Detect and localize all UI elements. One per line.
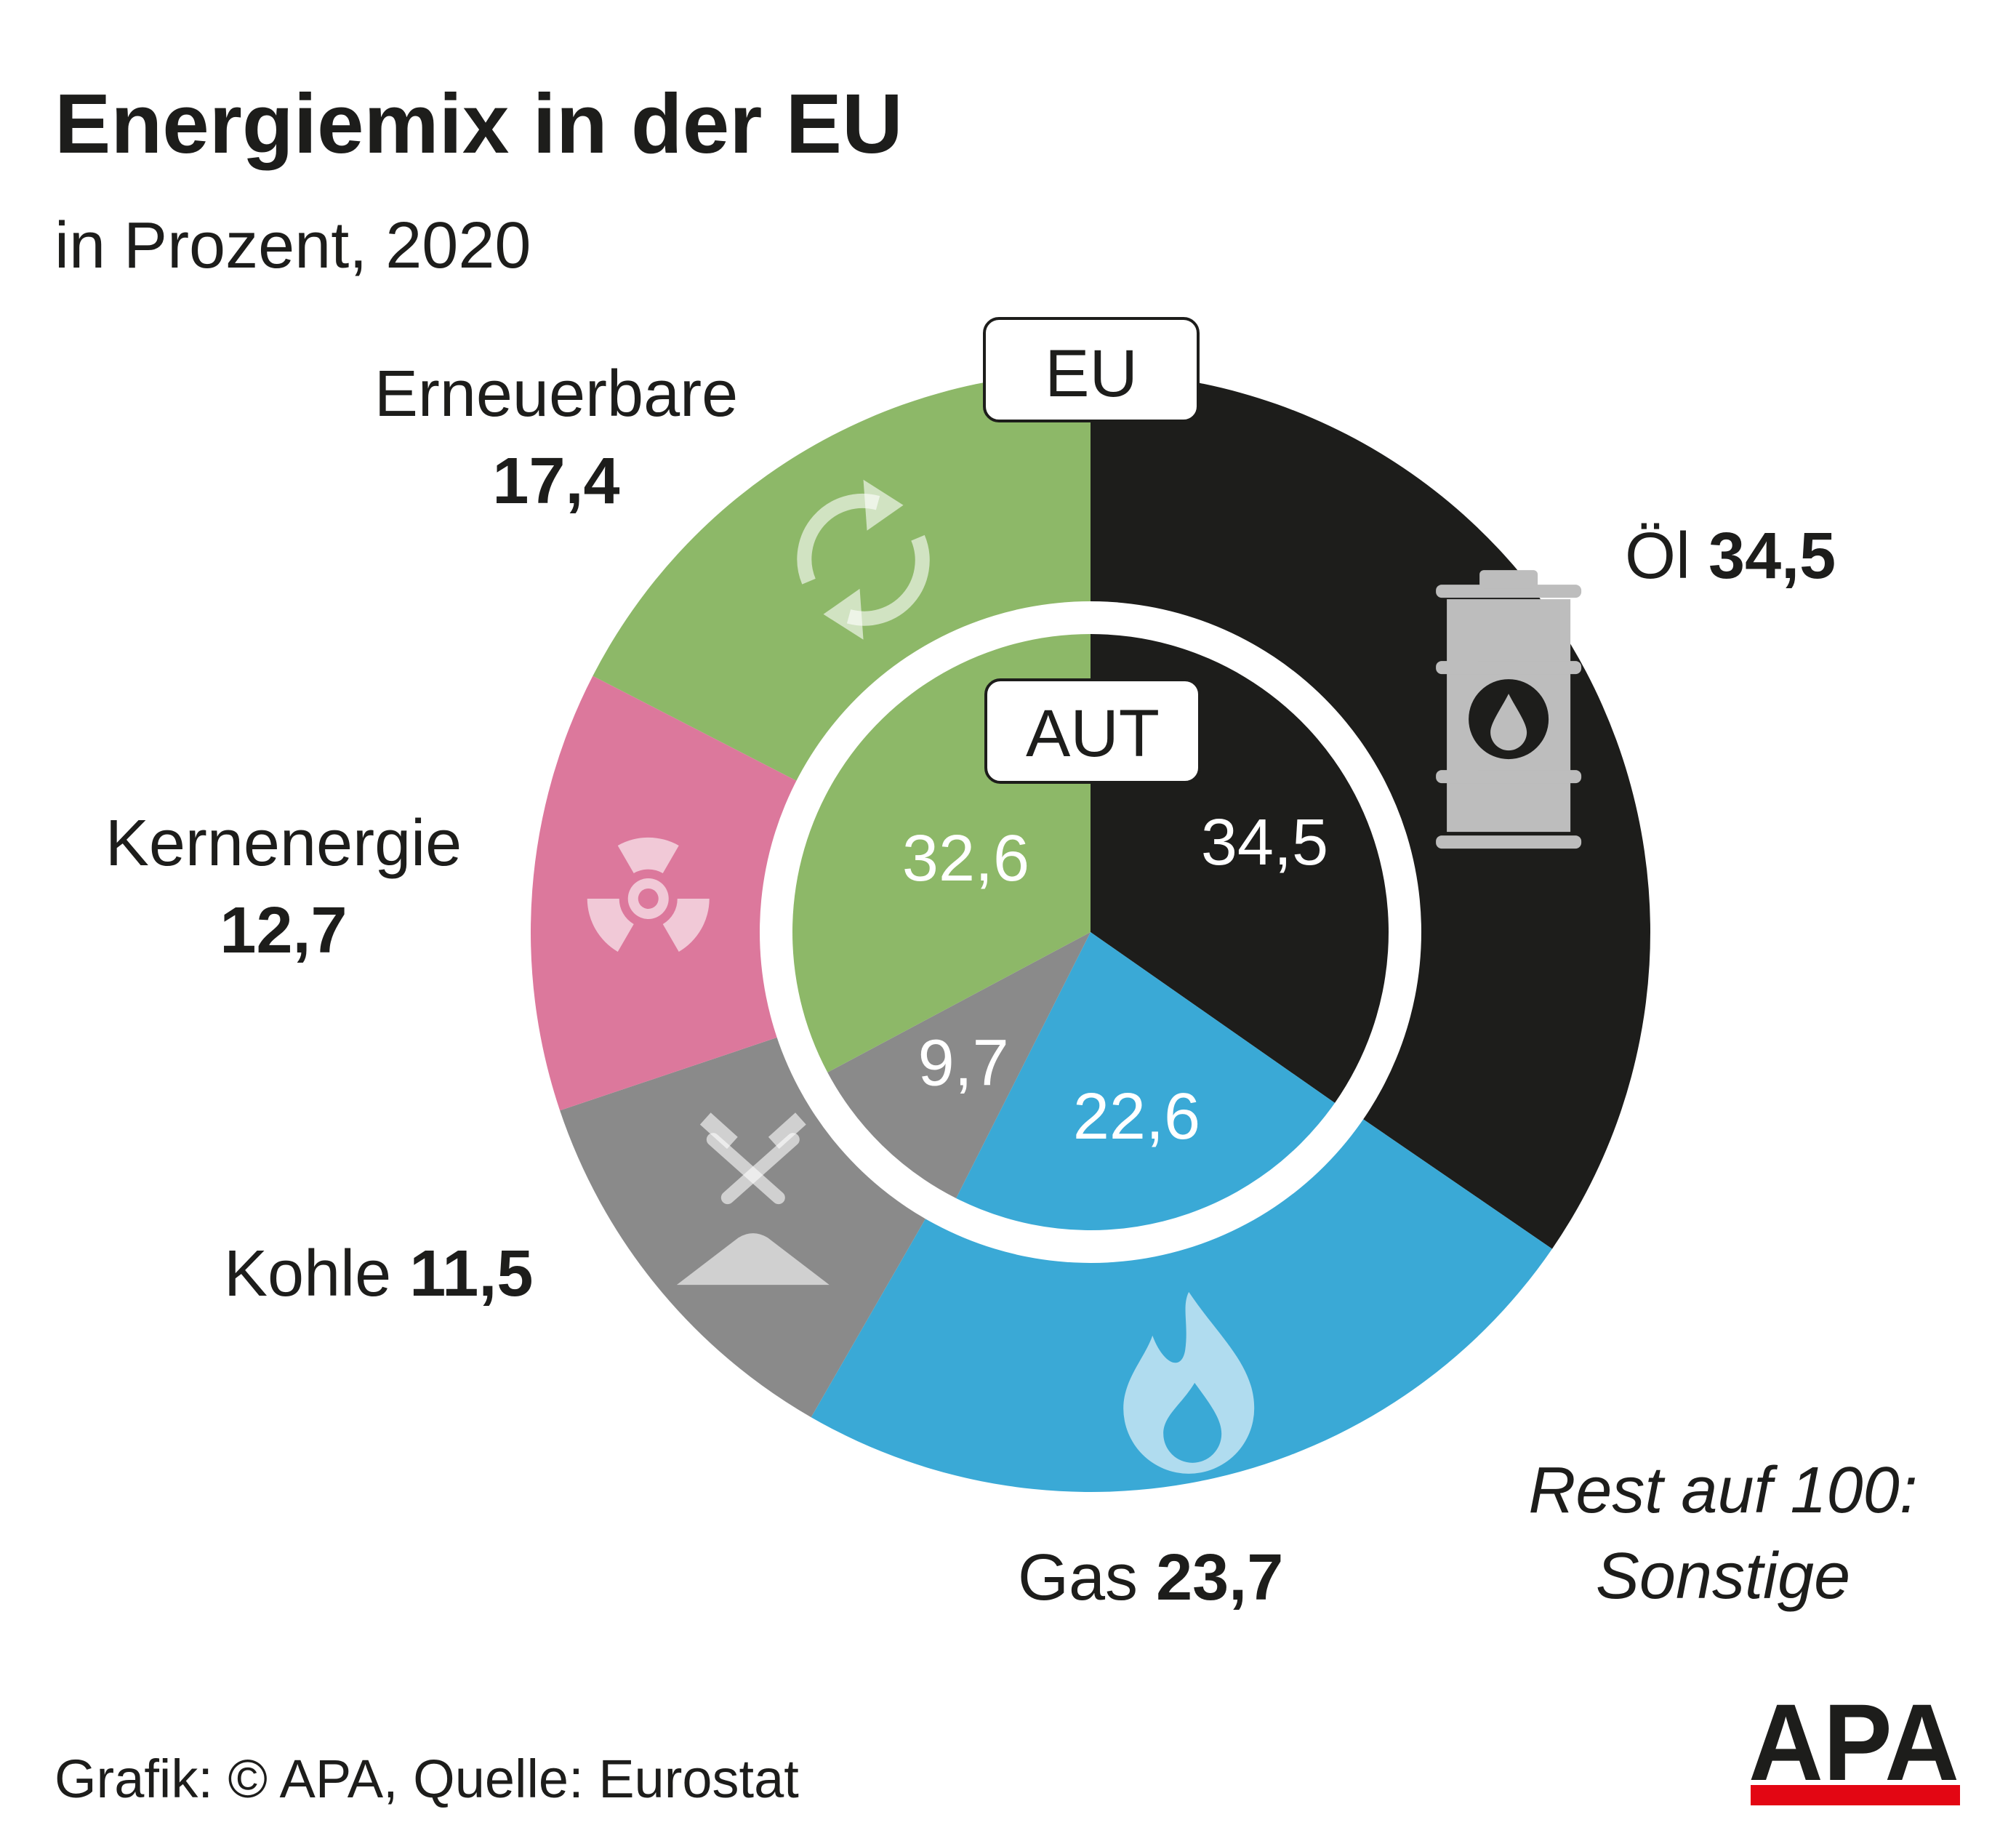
eu-label-erneuerbare-value: 17,4 xyxy=(492,445,619,518)
gas-flame-icon xyxy=(1123,1291,1255,1474)
eu-label-erneuerbare: Erneuerbare 17,4 xyxy=(374,358,738,518)
chart-title: Energiemix in der EU xyxy=(55,76,903,171)
eu-label-gas-name: Gas xyxy=(1018,1541,1138,1614)
aut-value-erneuerbare: 32,6 xyxy=(902,822,1029,895)
eu-label-kohle: Kohle 11,5 xyxy=(224,1238,533,1310)
aut-value-kohle: 9,7 xyxy=(918,1027,1009,1100)
rest-note-line2: Sonstige xyxy=(1596,1540,1850,1613)
aut-value-oel: 34,5 xyxy=(1201,806,1328,879)
aut-slice-gas xyxy=(956,932,1336,1231)
eu-label-kernenergie: Kernenergie 12,7 xyxy=(105,807,462,967)
aut-ring-badge: AUT xyxy=(984,678,1201,784)
eu-label-kernenergie-name: Kernenergie xyxy=(105,807,462,880)
coal-mine-icon xyxy=(676,1112,830,1285)
eu-label-erneuerbare-name: Erneuerbare xyxy=(374,358,738,430)
oil-barrel-icon xyxy=(1436,570,1582,849)
eu-label-gas: Gas 23,7 xyxy=(1018,1541,1283,1614)
eu-label-oel: Öl 34,5 xyxy=(1625,520,1836,593)
segment-icons xyxy=(587,479,1582,1474)
rest-note-line1: Rest auf 100: xyxy=(1528,1454,1917,1527)
eu-label-kohle-name: Kohle xyxy=(224,1238,391,1310)
radiation-icon xyxy=(587,837,710,952)
eu-label-kernenergie-value: 12,7 xyxy=(220,894,347,967)
aut-value-labels: 34,5 22,6 9,7 32,6 xyxy=(902,806,1328,1153)
chart-subtitle: in Prozent, 2020 xyxy=(55,209,531,282)
source-footer: Grafik: © APA, Quelle: Eurostat xyxy=(55,1749,799,1809)
eu-label-kohle-value: 11,5 xyxy=(409,1238,533,1310)
recycle-icon xyxy=(797,479,930,640)
eu-label-oel-value: 34,5 xyxy=(1708,520,1836,593)
eu-ring-badge: EU xyxy=(983,317,1200,422)
eu-ring-label: EU xyxy=(1045,337,1138,411)
eu-label-gas-value: 23,7 xyxy=(1156,1541,1283,1614)
eu-label-oel-name: Öl xyxy=(1625,520,1690,593)
apa-logo-bar xyxy=(1751,1785,1960,1805)
apa-logo-text: APA xyxy=(1748,1681,1959,1803)
aut-ring-label: AUT xyxy=(1026,697,1160,771)
apa-logo: APA xyxy=(1748,1681,1960,1805)
aut-slice-kohle xyxy=(827,932,1091,1198)
aut-value-gas: 22,6 xyxy=(1073,1080,1200,1153)
